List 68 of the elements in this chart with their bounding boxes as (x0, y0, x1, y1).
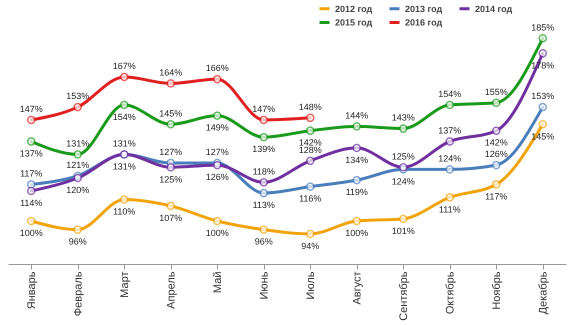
data-label: 145% (159, 108, 182, 118)
x-tick-label: Сентябрь (398, 271, 410, 321)
data-label: 117% (485, 191, 508, 202)
data-label: 166% (206, 63, 229, 74)
x-tick-label: Январь (26, 271, 38, 310)
data-label: 107% (159, 212, 182, 223)
x-tick-label: Июнь (258, 271, 270, 300)
data-label: 94% (301, 240, 320, 251)
x-tick-label: Октябрь (444, 271, 456, 314)
x-tick-label: Июль (304, 271, 317, 300)
data-label: 149% (206, 122, 229, 133)
data-label: 143% (392, 112, 415, 123)
x-tick-label: Август (351, 272, 364, 305)
data-label: 96% (254, 236, 273, 247)
data-label: 153% (66, 91, 90, 102)
data-label: 111% (438, 204, 461, 214)
legend-label: 2015 год (335, 18, 373, 28)
x-tick-label: Декабрь (537, 271, 550, 314)
legend-label: 2012 год (335, 4, 373, 14)
data-label: 137% (438, 125, 462, 136)
data-label: 127% (159, 146, 182, 157)
data-label: 148% (298, 102, 322, 112)
x-tick-label: Май (212, 272, 224, 294)
data-label: 154% (438, 88, 462, 99)
legend-label: 2013 год (405, 4, 443, 14)
data-label: 126% (206, 172, 229, 182)
data-label: 153% (531, 91, 554, 102)
data-label: 100% (345, 228, 368, 238)
data-label: 185% (531, 22, 554, 32)
data-label: 134% (345, 154, 368, 165)
data-label: 121% (66, 160, 90, 170)
data-label: 154% (112, 112, 136, 122)
data-label: 131% (66, 138, 90, 148)
data-label: 144% (345, 110, 368, 120)
data-label: 127% (206, 146, 229, 157)
data-label: 120% (66, 185, 90, 195)
data-label: 100% (20, 228, 43, 238)
data-label: 131% (112, 161, 136, 172)
data-label: 125% (392, 151, 415, 162)
data-label: 147% (252, 104, 276, 114)
data-label: 167% (112, 60, 136, 71)
data-label: 155% (484, 86, 508, 97)
data-label: 113% (252, 200, 275, 210)
data-label: 126% (484, 149, 508, 160)
data-label: 118% (252, 166, 275, 176)
data-label: 100% (206, 228, 229, 238)
data-label: 119% (346, 187, 368, 198)
data-label: 114% (20, 198, 42, 208)
data-label: 110% (113, 206, 136, 216)
data-label: 137% (20, 148, 43, 158)
legend-label: 2014 год (475, 4, 513, 14)
data-label: 116% (299, 194, 322, 204)
x-tick-label: Апрель (165, 271, 178, 309)
data-label: 124% (438, 153, 462, 164)
data-label: 164% (159, 67, 182, 78)
x-tick-label: Февраль (72, 271, 84, 316)
legend-label: 2016 год (405, 18, 443, 28)
x-tick-label: Ноябрь (490, 271, 503, 310)
data-label: 117% (20, 168, 42, 178)
data-label: 125% (159, 174, 182, 184)
data-label: 131% (112, 138, 136, 148)
data-label: 142% (484, 138, 508, 148)
data-label: 101% (392, 226, 415, 236)
x-tick-label: Март (118, 272, 131, 298)
data-label: 124% (392, 176, 415, 186)
data-label: 139% (252, 144, 276, 154)
data-label: 147% (20, 104, 43, 114)
data-label: 96% (68, 236, 87, 247)
